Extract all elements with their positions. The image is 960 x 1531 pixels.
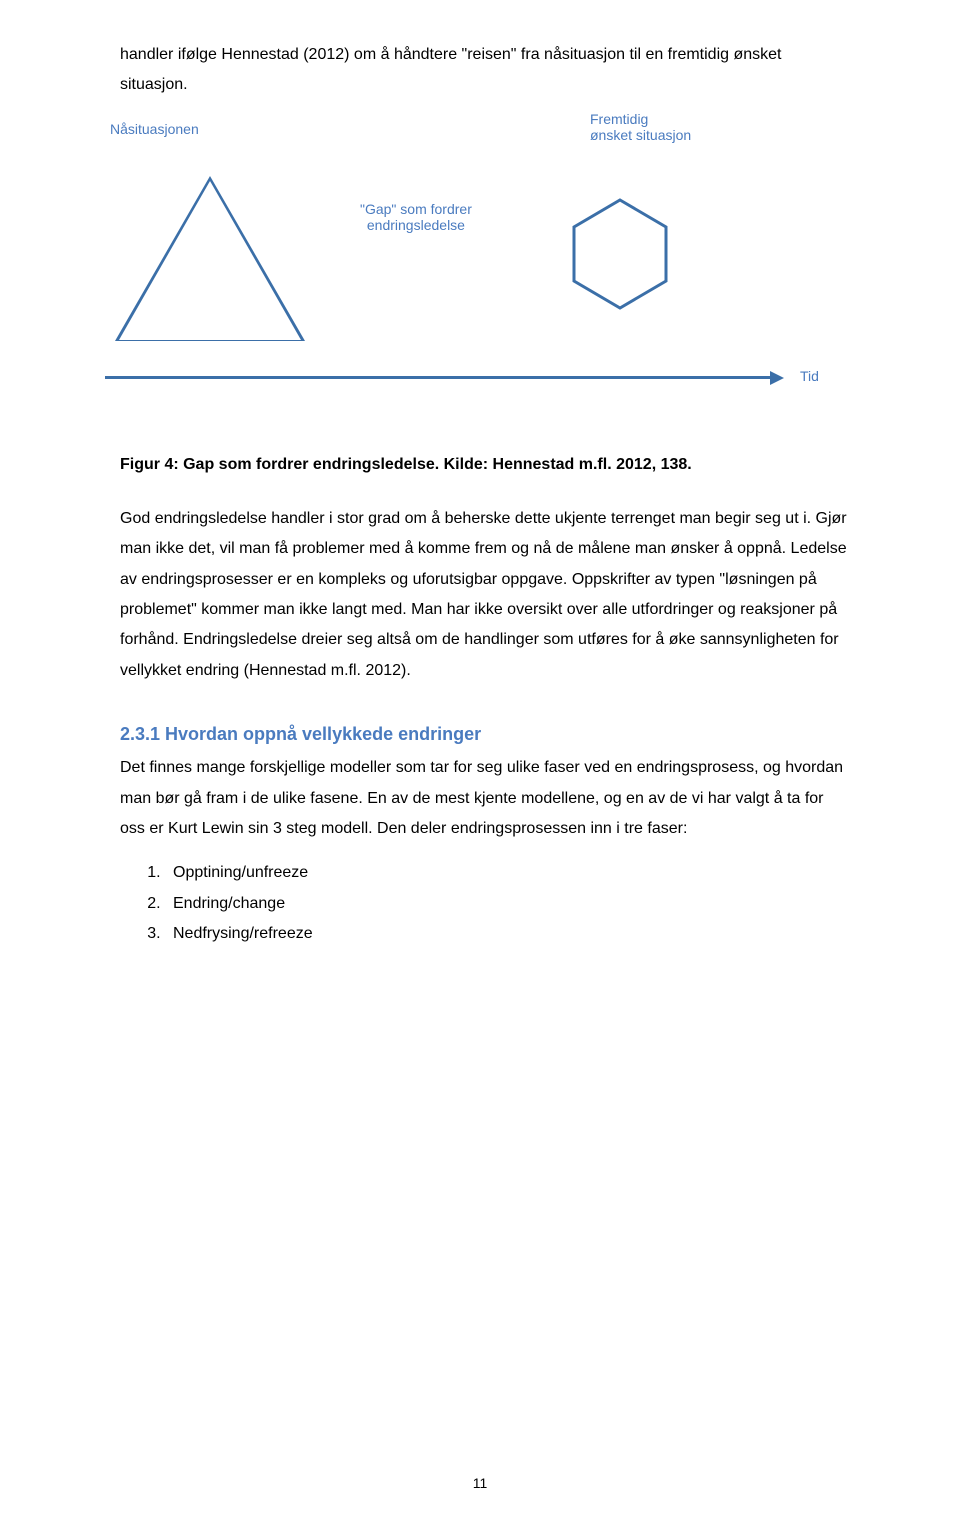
label-fremtidig-line1: Fremtidig [590,111,648,127]
label-nasituasjon: Nåsituasjonen [110,121,199,137]
label-gap-line2: endringsledelse [367,217,465,233]
list-item: Endring/change [165,889,850,919]
label-gap-line1: "Gap" som fordrer [360,201,472,217]
section-heading: 2.3.1 Hvordan oppnå vellykkede endringer [120,724,850,745]
page-number: 11 [473,1475,488,1491]
label-fremtidig-line2: ønsket situasjon [590,127,691,143]
hexagon-svg [570,196,670,312]
time-arrow-head [770,371,784,385]
label-fremtidig: Fremtidig ønsket situasjon [590,111,691,143]
label-gap: "Gap" som fordrer endringsledelse [360,201,472,233]
hexagon-shape [570,196,670,317]
triangle-inner [119,181,301,340]
label-tid: Tid [800,368,819,384]
phase-list: Opptining/unfreeze Endring/change Nedfry… [165,858,850,949]
time-arrow-line [105,376,770,379]
list-item: Opptining/unfreeze [165,858,850,888]
paragraph-models: Det finnes mange forskjellige modeller s… [120,753,850,844]
hexagon-polygon [574,200,666,308]
list-item: Nedfrysing/refreeze [165,919,850,949]
figure-caption: Figur 4: Gap som fordrer endringsledelse… [120,456,850,474]
triangle-shape [115,176,305,341]
paragraph-body: God endringsledelse handler i stor grad … [120,504,850,686]
gap-diagram: Nåsituasjonen Fremtidig ønsket situasjon… [120,121,850,431]
paragraph-intro: handler ifølge Hennestad (2012) om å hån… [120,40,850,101]
